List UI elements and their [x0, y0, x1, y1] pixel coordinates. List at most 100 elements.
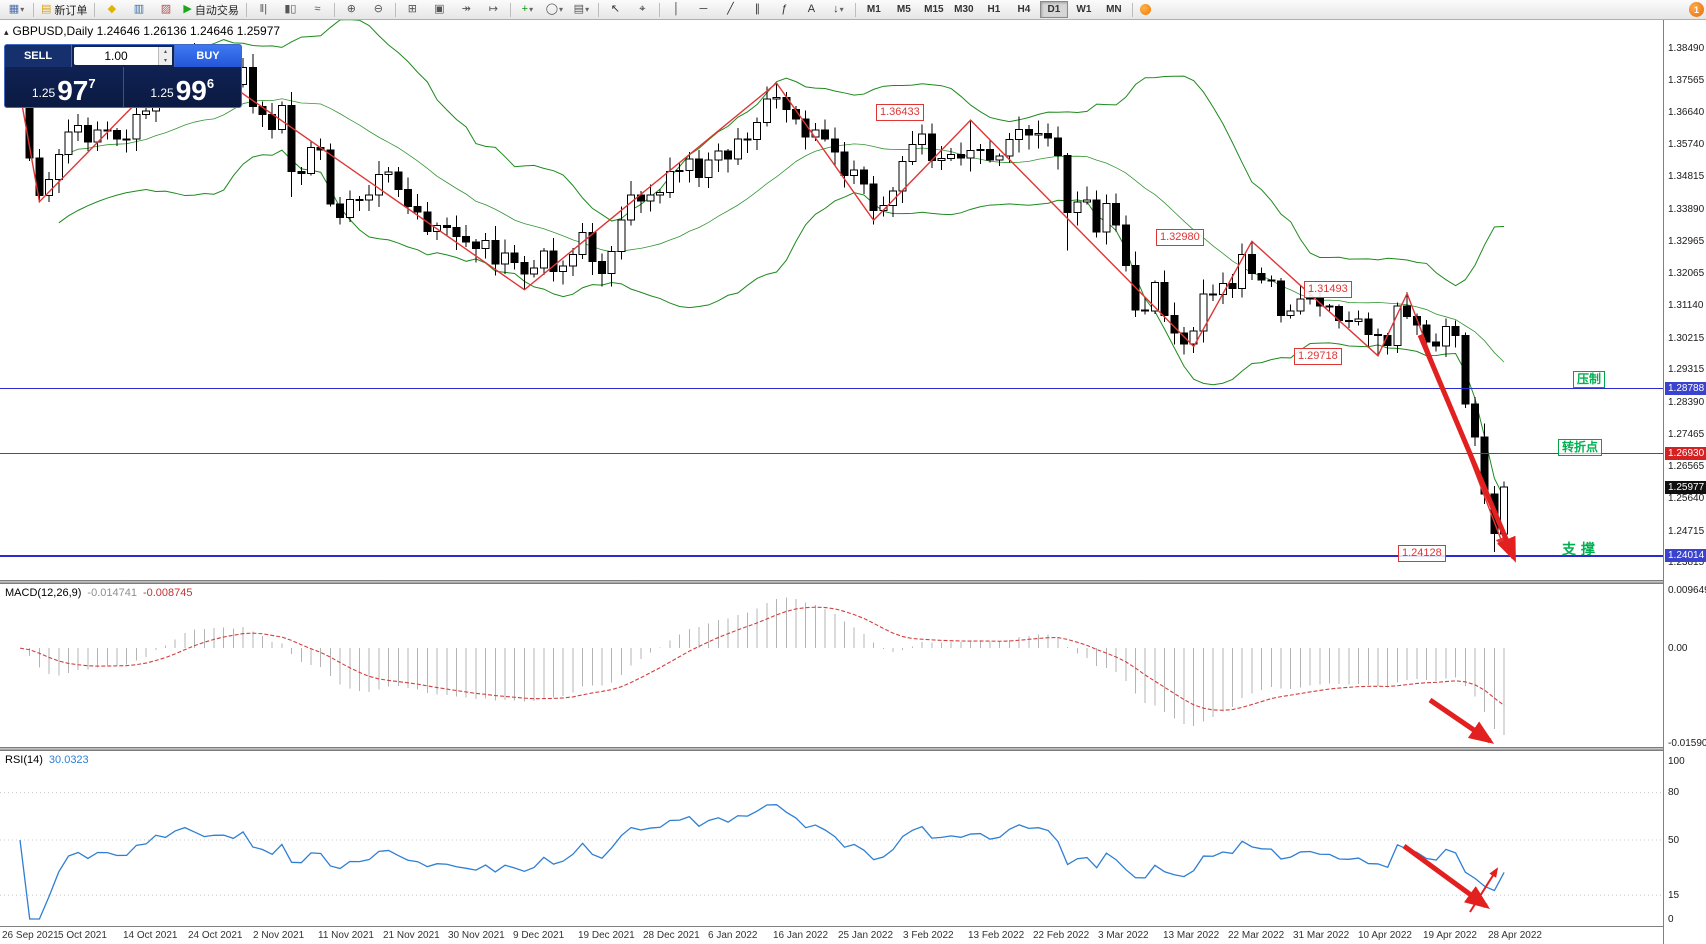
buy-price-prefix: 1.25 [150, 86, 174, 100]
toolbar-separator [854, 2, 856, 17]
date-tick-label: 19 Dec 2021 [578, 930, 635, 941]
channel-icon: ∥ [754, 3, 761, 15]
resistance-annotation: 压制 [1573, 371, 1606, 388]
line-chart-button[interactable]: ≈ [305, 0, 330, 19]
macd-histogram [29, 597, 1505, 735]
bar-chart-icon: ‖| [259, 3, 268, 15]
dropdown-arrow-icon: ▾ [585, 5, 590, 14]
date-tick-label: 22 Feb 2022 [1033, 930, 1090, 941]
main-chart-canvas[interactable] [0, 20, 1663, 580]
buy-price[interactable]: 1.25 99 6 [124, 67, 242, 107]
support-annotation: 支撑 [1562, 541, 1600, 557]
toolbar: ▦ ▾ ▤ 新订单 ◆ ▥ ▨ ▶ 自动交易 ‖| ▮▯ ≈ ⊕ ⊖ ⊞ ▣ ↠ ↦ + ▾ ◯ ▾ ▤ ▾ ↖ ⌖ │ ─ ╱ ∥ ƒ A ↓… [0, 0, 1706, 20]
sell-price-big: 97 [57, 74, 89, 106]
price-tick-label: 1.24715 [1668, 525, 1705, 537]
periods-button[interactable]: ◯ ▾ [542, 0, 567, 19]
autotrading-button[interactable]: ▶ 自动交易 [180, 0, 241, 19]
panel-splitter[interactable] [0, 580, 1706, 584]
metaeditor-button[interactable]: ◆ [99, 0, 124, 19]
timeframe-m5-button[interactable]: M5 [896, 4, 911, 15]
fibonacci-icon: ƒ [781, 3, 788, 15]
price-tick-label: 1.23815 [1668, 557, 1705, 569]
price-tick-label: 1.38490 [1668, 42, 1705, 54]
swing-price-label: 1.29718 [1294, 348, 1342, 365]
tile-windows-icon: ⊞ [407, 3, 417, 15]
market-watch-button[interactable]: ▥ [126, 0, 151, 19]
templates-button[interactable]: ▤ ▾ [569, 0, 594, 19]
timeframe-m30-button[interactable]: M30 [954, 4, 974, 15]
toolbar-separator [94, 2, 96, 17]
indicators-icon: + [521, 3, 529, 15]
timeframe-h1-button[interactable]: H1 [987, 4, 1001, 15]
timeframe-d1-button[interactable]: D1 [1039, 1, 1068, 18]
price-tick-label: 1.33890 [1668, 203, 1705, 215]
timeframe-h4-button[interactable]: H4 [1017, 4, 1031, 15]
horizontal-lines [0, 387, 1663, 557]
main-chart-panel[interactable] [0, 20, 1663, 580]
toolbar-separator [509, 2, 511, 17]
alert-icon[interactable] [1139, 4, 1151, 15]
chart-shift-button[interactable]: ↦ [481, 0, 506, 19]
timeframe-m15-button[interactable]: M15 [924, 4, 944, 15]
toolbar-separator [333, 2, 335, 17]
date-tick-label: 11 Nov 2021 [318, 930, 374, 941]
new-chart-button[interactable]: ▦ ▾ [4, 0, 29, 19]
autotrading-icon: ▶ [183, 3, 192, 15]
volume-value: 1.00 [104, 49, 128, 63]
buy-price-big: 99 [175, 74, 207, 106]
fibonacci-button[interactable]: ƒ [772, 0, 797, 19]
macd-canvas[interactable] [0, 584, 1663, 747]
auto-scroll-button[interactable]: ↠ [454, 0, 479, 19]
timeframe-m1-button[interactable]: M1 [866, 4, 881, 15]
toolbar-separator [597, 2, 599, 17]
zoom-in-button[interactable]: ⊕ [339, 0, 364, 19]
axis-price-badge: 1.26930 [1665, 447, 1706, 461]
sell-button[interactable]: SELL [5, 45, 72, 67]
tile-windows-button[interactable]: ⊞ [400, 0, 425, 19]
volume-down-button[interactable]: ▾ [159, 56, 172, 65]
swing-price-label: 1.31493 [1304, 281, 1352, 298]
macd-signal-value: -0.008745 [142, 587, 193, 599]
line-chart-icon: ≈ [314, 3, 321, 15]
macd-signal-line [19, 606, 1505, 711]
timeframe-w1-button[interactable]: W1 [1076, 4, 1092, 15]
macd-panel[interactable] [0, 584, 1663, 747]
panel-collapse-icon[interactable]: ▴ [4, 27, 9, 37]
macd-indicator-label: MACD(12,26,9) -0.014741 -0.008745 [5, 587, 193, 599]
channel-button[interactable]: ∥ [745, 0, 770, 19]
price-tick-label: 1.35740 [1668, 138, 1705, 150]
price-tick-label: 1.32065 [1668, 267, 1705, 279]
trade-panel-divider [122, 67, 124, 107]
cursor-button[interactable]: ↖ [603, 0, 628, 19]
timeframe-mn-button[interactable]: MN [1106, 4, 1122, 15]
rsi-canvas[interactable] [0, 751, 1663, 925]
crosshair-button[interactable]: ⌖ [630, 0, 655, 19]
sell-price[interactable]: 1.25 97 7 [5, 67, 123, 107]
macd-name: MACD(12,26,9) [5, 587, 82, 599]
date-tick-label: 2 Nov 2021 [253, 930, 305, 941]
new-order-button[interactable]: ▤ 新订单 [38, 0, 90, 19]
volume-input[interactable]: 1.00 ▴ ▾ [74, 47, 172, 65]
zoom-out-button[interactable]: ⊖ [366, 0, 391, 19]
panel-splitter[interactable] [0, 747, 1706, 751]
candlestick-chart-button[interactable]: ▮▯ [278, 0, 303, 19]
volume-up-button[interactable]: ▴ [159, 47, 172, 56]
chart-ohlc-values: 1.24646 1.26136 1.24646 1.25977 [96, 24, 281, 38]
candlestick-chart-icon: ▮▯ [284, 3, 297, 15]
text-button[interactable]: A [799, 0, 824, 19]
notification-badge[interactable]: 1 [1689, 2, 1704, 17]
horizontal-line-button[interactable]: ─ [691, 0, 716, 19]
vertical-line-button[interactable]: │ [664, 0, 689, 19]
indicators-button[interactable]: + ▾ [515, 0, 540, 19]
price-axis[interactable]: 1.38490 1.37565 1.36640 1.35740 1.34815 1.338… [1663, 20, 1706, 944]
rsi-panel[interactable] [0, 751, 1663, 925]
trendline-button[interactable]: ╱ [718, 0, 743, 19]
trendline-icon: ╱ [727, 3, 734, 15]
buy-button[interactable]: BUY [174, 45, 241, 67]
bar-chart-button[interactable]: ‖| [251, 0, 276, 19]
arrows-button[interactable]: ↓ ▾ [826, 0, 851, 19]
cascade-windows-button[interactable]: ▣ [427, 0, 452, 19]
toolbar-separator [1131, 2, 1133, 17]
strategy-tester-button[interactable]: ▨ [153, 0, 178, 19]
time-axis[interactable]: 26 Sep 2021 5 Oct 2021 14 Oct 2021 24 Oct 2… [0, 926, 1706, 944]
